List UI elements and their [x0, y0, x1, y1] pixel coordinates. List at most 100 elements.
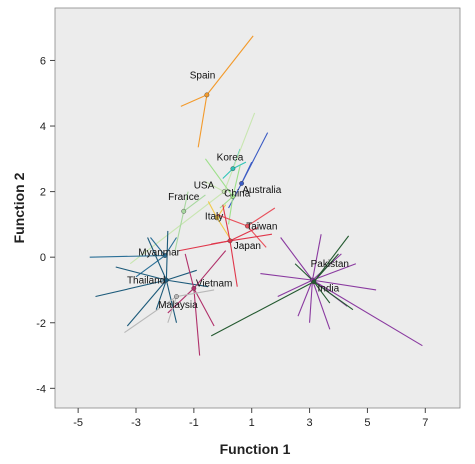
member-line-malaysia	[176, 289, 215, 298]
member-line-pakistan	[260, 273, 313, 281]
y-tick-label: 0	[40, 252, 46, 264]
member-line-pakistan	[311, 279, 331, 330]
member-line-japan	[222, 204, 231, 241]
member-line-thailand	[155, 279, 167, 310]
centroid-label-taiwan: Taiwan	[246, 221, 277, 232]
axes-layer: -5 -3 -1 1 3 5 7 -4 -2 0 2 4 6	[36, 55, 428, 429]
member-line-japan	[229, 227, 258, 242]
centroid-label-spain: Spain	[190, 70, 216, 81]
member-line-india	[313, 235, 350, 283]
centroid-label-italy: Italy	[205, 211, 223, 222]
centroid-point-korea	[230, 166, 236, 172]
member-line-india	[313, 281, 354, 311]
centroid-point-usa	[221, 189, 227, 195]
member-line-vietnam	[193, 250, 227, 289]
centroids-layer	[162, 92, 317, 299]
plot-area	[54, 7, 461, 409]
x-tick-label: 3	[307, 417, 313, 429]
centroid-label-usa: USA	[194, 180, 215, 191]
member-line-usa	[129, 191, 225, 265]
y-tick-label: 4	[40, 121, 46, 133]
member-line-japan	[229, 240, 238, 287]
member-line-japan	[229, 233, 273, 242]
centroid-point-vietnam	[191, 285, 197, 291]
centroid-point-japan	[227, 238, 233, 244]
x-tick-label: -3	[131, 417, 141, 429]
member-line-pakistan	[311, 234, 322, 281]
centroid-label-australia: Australia	[242, 185, 281, 196]
member-line-malaysia	[167, 296, 178, 323]
member-line-pakistan	[280, 237, 313, 281]
member-line-spain	[197, 94, 208, 148]
centroid-label-vietnam: Vietnam	[196, 279, 233, 290]
member-lines-layer	[89, 35, 423, 356]
centroid-point-thailand	[163, 277, 169, 283]
member-line-china	[219, 196, 234, 209]
member-line-france	[183, 191, 189, 212]
x-tick-label: -5	[73, 417, 83, 429]
member-line-myanmar	[89, 254, 165, 258]
centroid-point-china	[230, 194, 236, 199]
centroid-label-myanmar: Myanmar	[138, 248, 180, 259]
member-line-spain	[206, 35, 254, 96]
centroid-point-australia	[239, 181, 244, 186]
centroid-point-malaysia	[174, 294, 179, 299]
member-line-vietnam	[193, 288, 201, 356]
x-tick-label: -1	[189, 417, 199, 429]
member-line-taiwan	[247, 207, 276, 227]
centroid-label-pakistan: Pakistan	[311, 259, 349, 270]
centroid-point-italy	[214, 215, 220, 221]
centroid-point-india	[311, 279, 317, 285]
member-line-malaysia	[124, 296, 177, 334]
centroid-point-spain	[204, 92, 210, 98]
centroid-point-myanmar	[162, 253, 168, 258]
y-tick-label: 2	[40, 187, 46, 199]
member-line-thailand	[95, 279, 167, 298]
member-line-thailand	[165, 280, 178, 323]
member-line-france	[183, 194, 206, 212]
x-tick-label: 5	[364, 417, 370, 429]
member-line-india	[313, 253, 339, 283]
x-axis-title: Function 1	[220, 441, 291, 457]
member-line-taiwan	[216, 214, 248, 227]
member-line-korea	[232, 161, 247, 170]
y-tick-label: 6	[40, 55, 46, 67]
member-line-spain	[180, 94, 208, 107]
y-axis-title: Function 2	[11, 172, 27, 243]
member-line-pakistan	[312, 279, 423, 347]
member-line-china	[204, 158, 234, 197]
member-line-thailand	[166, 279, 209, 288]
member-line-india	[210, 281, 315, 337]
centroid-labels-layer: Spain Korea Australia USA China France Italy Ta…	[127, 70, 349, 311]
y-tick-label: -2	[36, 318, 46, 330]
member-line-pakistan	[312, 279, 377, 291]
member-line-pakistan	[297, 279, 313, 317]
member-line-thailand	[115, 266, 167, 281]
centroid-label-france: France	[168, 192, 200, 203]
centroid-point-taiwan	[244, 223, 250, 229]
centroid-point-france	[181, 208, 187, 214]
member-line-usa	[205, 181, 225, 193]
y-tick-label: -4	[36, 383, 46, 395]
centroid-label-thailand: Thailand	[127, 275, 165, 286]
member-line-india	[313, 281, 331, 304]
member-line-pakistan	[277, 279, 313, 298]
member-line-france	[174, 211, 185, 251]
member-line-vietnam	[193, 288, 215, 327]
centroid-label-india: India	[318, 284, 340, 295]
member-line-usa	[223, 112, 256, 192]
centroid-label-malaysia: Malaysia	[158, 300, 198, 311]
member-line-china	[232, 165, 241, 197]
x-tick-label: 1	[249, 417, 255, 429]
member-line-japan	[211, 240, 231, 245]
member-line-pakistan	[309, 280, 314, 323]
member-line-myanmar	[150, 237, 166, 256]
centroid-label-china: China	[224, 189, 251, 200]
member-line-thailand	[126, 279, 167, 327]
x-tick-label: 7	[422, 417, 428, 429]
member-line-italy	[207, 201, 218, 219]
member-line-australia	[241, 161, 253, 184]
member-line-thailand	[147, 237, 167, 281]
member-line-pakistan	[312, 263, 357, 281]
